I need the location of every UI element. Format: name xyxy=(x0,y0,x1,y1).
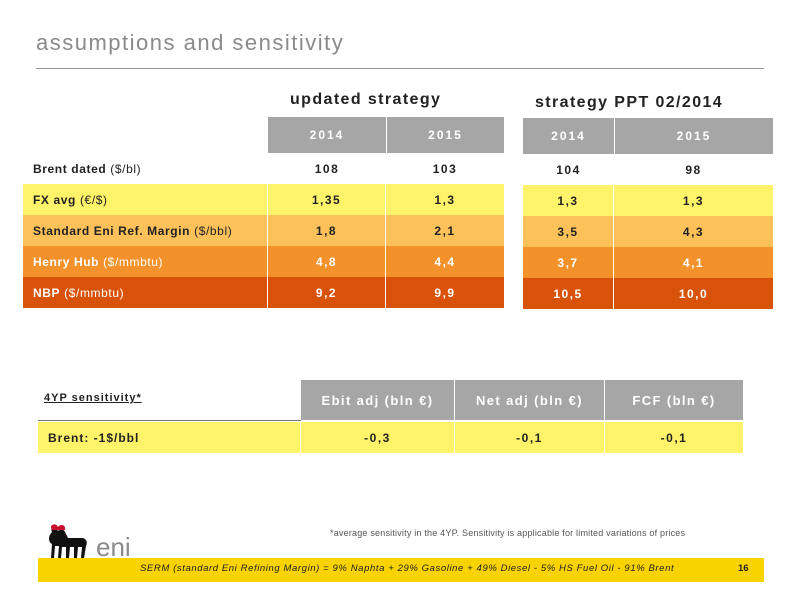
ppt-2015-value: 98 xyxy=(685,162,702,177)
net-adj-header: Net adj (bln €) xyxy=(455,380,605,420)
table-row xyxy=(523,185,773,217)
updated-2014-value: 108 xyxy=(314,161,340,176)
updated-2014-value: 1,35 xyxy=(268,184,386,215)
logo-wordmark: eni xyxy=(96,532,131,562)
page-title: assumptions and sensitivity xyxy=(36,30,345,55)
ppt-2015-value: 4,3 xyxy=(682,224,705,239)
updated-year-2014-header: 2014 xyxy=(268,117,386,153)
row-label: FX avg (€/$) xyxy=(23,184,268,215)
ppt-2014-value: 1,3 xyxy=(523,185,614,216)
ppt-year-2015-header: 2015 xyxy=(614,118,773,154)
six-legged-dog-icon: eni xyxy=(49,524,131,562)
row-label: Brent dated ($/bl) xyxy=(33,161,142,176)
row-label: Henry Hub ($/mmbtu) xyxy=(23,246,268,277)
table-row xyxy=(23,184,504,216)
updated-2015-value: 9,9 xyxy=(434,285,456,300)
sensitivity-row-label: Brent: -1$/bbl xyxy=(38,422,301,453)
updated-year-2015-header: 2015 xyxy=(386,117,504,153)
serm-formula: SERM (standard Eni Refining Margin) = 9%… xyxy=(140,563,675,574)
title-divider xyxy=(36,68,764,69)
fcf-header: FCF (bln €) xyxy=(605,380,743,420)
ppt-strategy-heading: strategy PPT 02/2014 xyxy=(535,94,724,111)
updated-2015-value: 1,3 xyxy=(434,192,456,207)
ppt-2015-value: 1,3 xyxy=(682,193,705,208)
ppt-2015-value: 10,0 xyxy=(678,286,709,301)
ppt-strategy-table: 104 98 1,3 1,3 3,5 4,3 3,7 4,1 10,5 10,0 xyxy=(523,154,773,309)
table-row xyxy=(38,422,743,453)
sensitivity-table: 4YP sensitivity* Ebit adj (bln €) Net ad… xyxy=(38,380,743,453)
table-row xyxy=(523,154,773,185)
ppt-2014-value: 3,7 xyxy=(523,247,614,278)
table-row xyxy=(523,247,773,279)
page-number: 16 xyxy=(738,563,749,574)
fcf-value: -0,1 xyxy=(660,430,688,445)
table-row xyxy=(23,277,504,308)
ebit-adj-header: Ebit adj (bln €) xyxy=(301,380,455,420)
sensitivity-label-cell xyxy=(38,380,301,421)
updated-strategy-table: Brent dated ($/bl) 108 103 FX avg (€/$) 1,… xyxy=(23,153,504,308)
updated-2015-value: 2,1 xyxy=(434,223,456,238)
footer-bar xyxy=(38,558,764,582)
ppt-2015-value: 4,1 xyxy=(682,255,705,270)
sensitivity-label: 4YP sensitivity* xyxy=(44,392,142,404)
ppt-2014-value: 3,5 xyxy=(523,216,614,247)
updated-2014-value: 4,8 xyxy=(268,246,386,277)
footnote: *average sensitivity in the 4YP. Sensiti… xyxy=(330,528,686,538)
updated-strategy-heading: updated strategy xyxy=(290,91,442,108)
row-label: NBP ($/mmbtu) xyxy=(23,277,268,308)
updated-2015-value: 103 xyxy=(432,161,458,176)
updated-2015-value: 4,4 xyxy=(434,254,456,269)
net-adj-value: -0,1 xyxy=(455,422,605,453)
row-label: Standard Eni Ref. Margin ($/bbl) xyxy=(23,215,268,246)
table-row xyxy=(523,278,773,309)
updated-2014-value: 1,8 xyxy=(268,215,386,246)
ppt-year-2014-header: 2014 xyxy=(523,118,614,154)
ebit-adj-value: -0,3 xyxy=(301,422,455,453)
ppt-2014-value: 10,5 xyxy=(523,278,614,309)
updated-2014-value: 9,2 xyxy=(268,277,386,308)
eni-logo: eni xyxy=(38,522,148,574)
table-row xyxy=(523,216,773,248)
ppt-2014-value: 104 xyxy=(556,162,581,177)
